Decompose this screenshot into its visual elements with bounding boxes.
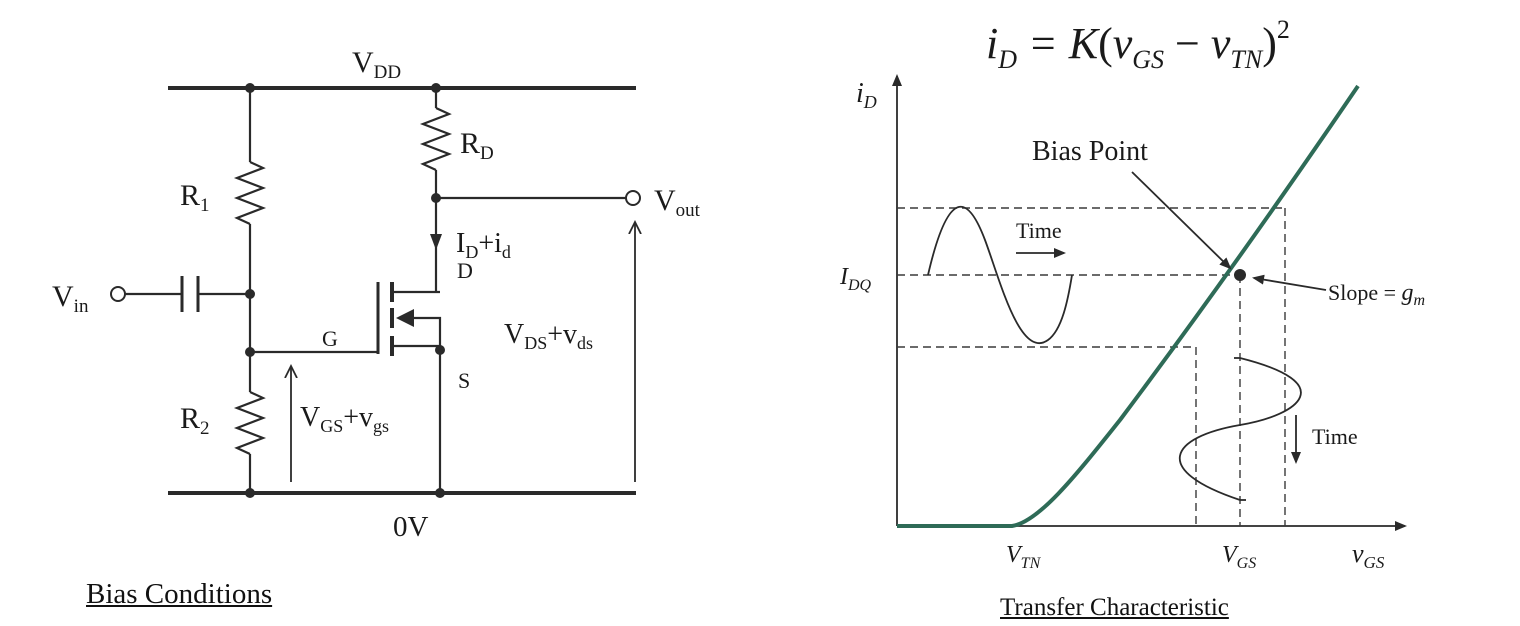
gate-wire xyxy=(250,284,380,354)
input-signal-wave xyxy=(1178,357,1302,501)
transfer-equation: iD = K(vGS − vTN)2 xyxy=(986,15,1290,74)
resistor-r1 xyxy=(233,161,267,225)
time-label-right: Time xyxy=(1312,424,1358,449)
r1-label: R1 xyxy=(180,179,210,216)
bias-point-pointer xyxy=(1131,171,1232,270)
resistor-r2 xyxy=(233,391,267,455)
ground-label: 0V xyxy=(393,511,429,543)
r2-label: R2 xyxy=(180,402,210,439)
x-axis-label: vGS xyxy=(1352,539,1385,572)
node-source-bottom xyxy=(435,488,445,498)
vin-terminal xyxy=(110,286,126,302)
node-gate xyxy=(245,347,255,357)
bias-circuit: VDD R1 R2 Vin G RD xyxy=(52,46,701,543)
vgs-tick-label: VGS xyxy=(1222,542,1256,572)
vgs-label: VGS+vgs xyxy=(300,402,389,436)
vdd-label: VDD xyxy=(352,46,401,83)
node-cap xyxy=(245,289,255,299)
output-signal-wave xyxy=(927,205,1073,344)
node-source xyxy=(435,345,445,355)
rd-label: RD xyxy=(460,127,494,164)
bias-conditions-caption: Bias Conditions xyxy=(86,578,273,610)
drain-label: D xyxy=(457,258,473,283)
idq-label: IDQ xyxy=(839,264,872,294)
vout-terminal xyxy=(625,190,641,206)
drain-current-arrow-icon xyxy=(430,234,442,250)
bias-point-label: Bias Point xyxy=(1032,136,1148,167)
slope-pointer xyxy=(1252,274,1327,291)
node-rd-top xyxy=(431,83,441,93)
transfer-curve xyxy=(897,84,1360,528)
vtn-label: VTN xyxy=(1006,542,1042,572)
bias-point-marker xyxy=(1234,269,1246,281)
drain-current-label: ID+id xyxy=(456,228,511,262)
transfer-characteristic-caption: Transfer Characteristic xyxy=(1000,594,1229,621)
y-axis-label: iD xyxy=(856,78,877,112)
slope-label: Slope = gm xyxy=(1328,280,1425,309)
gate-label: G xyxy=(322,326,338,351)
vds-label: VDS+vds xyxy=(504,319,593,353)
source-label: S xyxy=(458,368,470,393)
node-drain-out xyxy=(431,193,441,203)
time-label-top: Time xyxy=(1016,218,1062,243)
resistor-rd xyxy=(419,107,453,171)
vout-label: Vout xyxy=(654,184,701,221)
node-r1-top xyxy=(245,83,255,93)
body-arrow-icon xyxy=(396,309,414,327)
vin-label: Vin xyxy=(52,280,89,317)
transfer-characteristic: iD = K(vGS − vTN)2 iD vGS Time Time Bias… xyxy=(839,15,1425,572)
node-r2-bottom xyxy=(245,488,255,498)
